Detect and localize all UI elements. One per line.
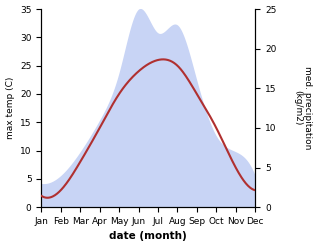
X-axis label: date (month): date (month) bbox=[109, 231, 187, 242]
Y-axis label: med. precipitation
(kg/m2): med. precipitation (kg/m2) bbox=[293, 66, 313, 150]
Y-axis label: max temp (C): max temp (C) bbox=[5, 77, 15, 139]
